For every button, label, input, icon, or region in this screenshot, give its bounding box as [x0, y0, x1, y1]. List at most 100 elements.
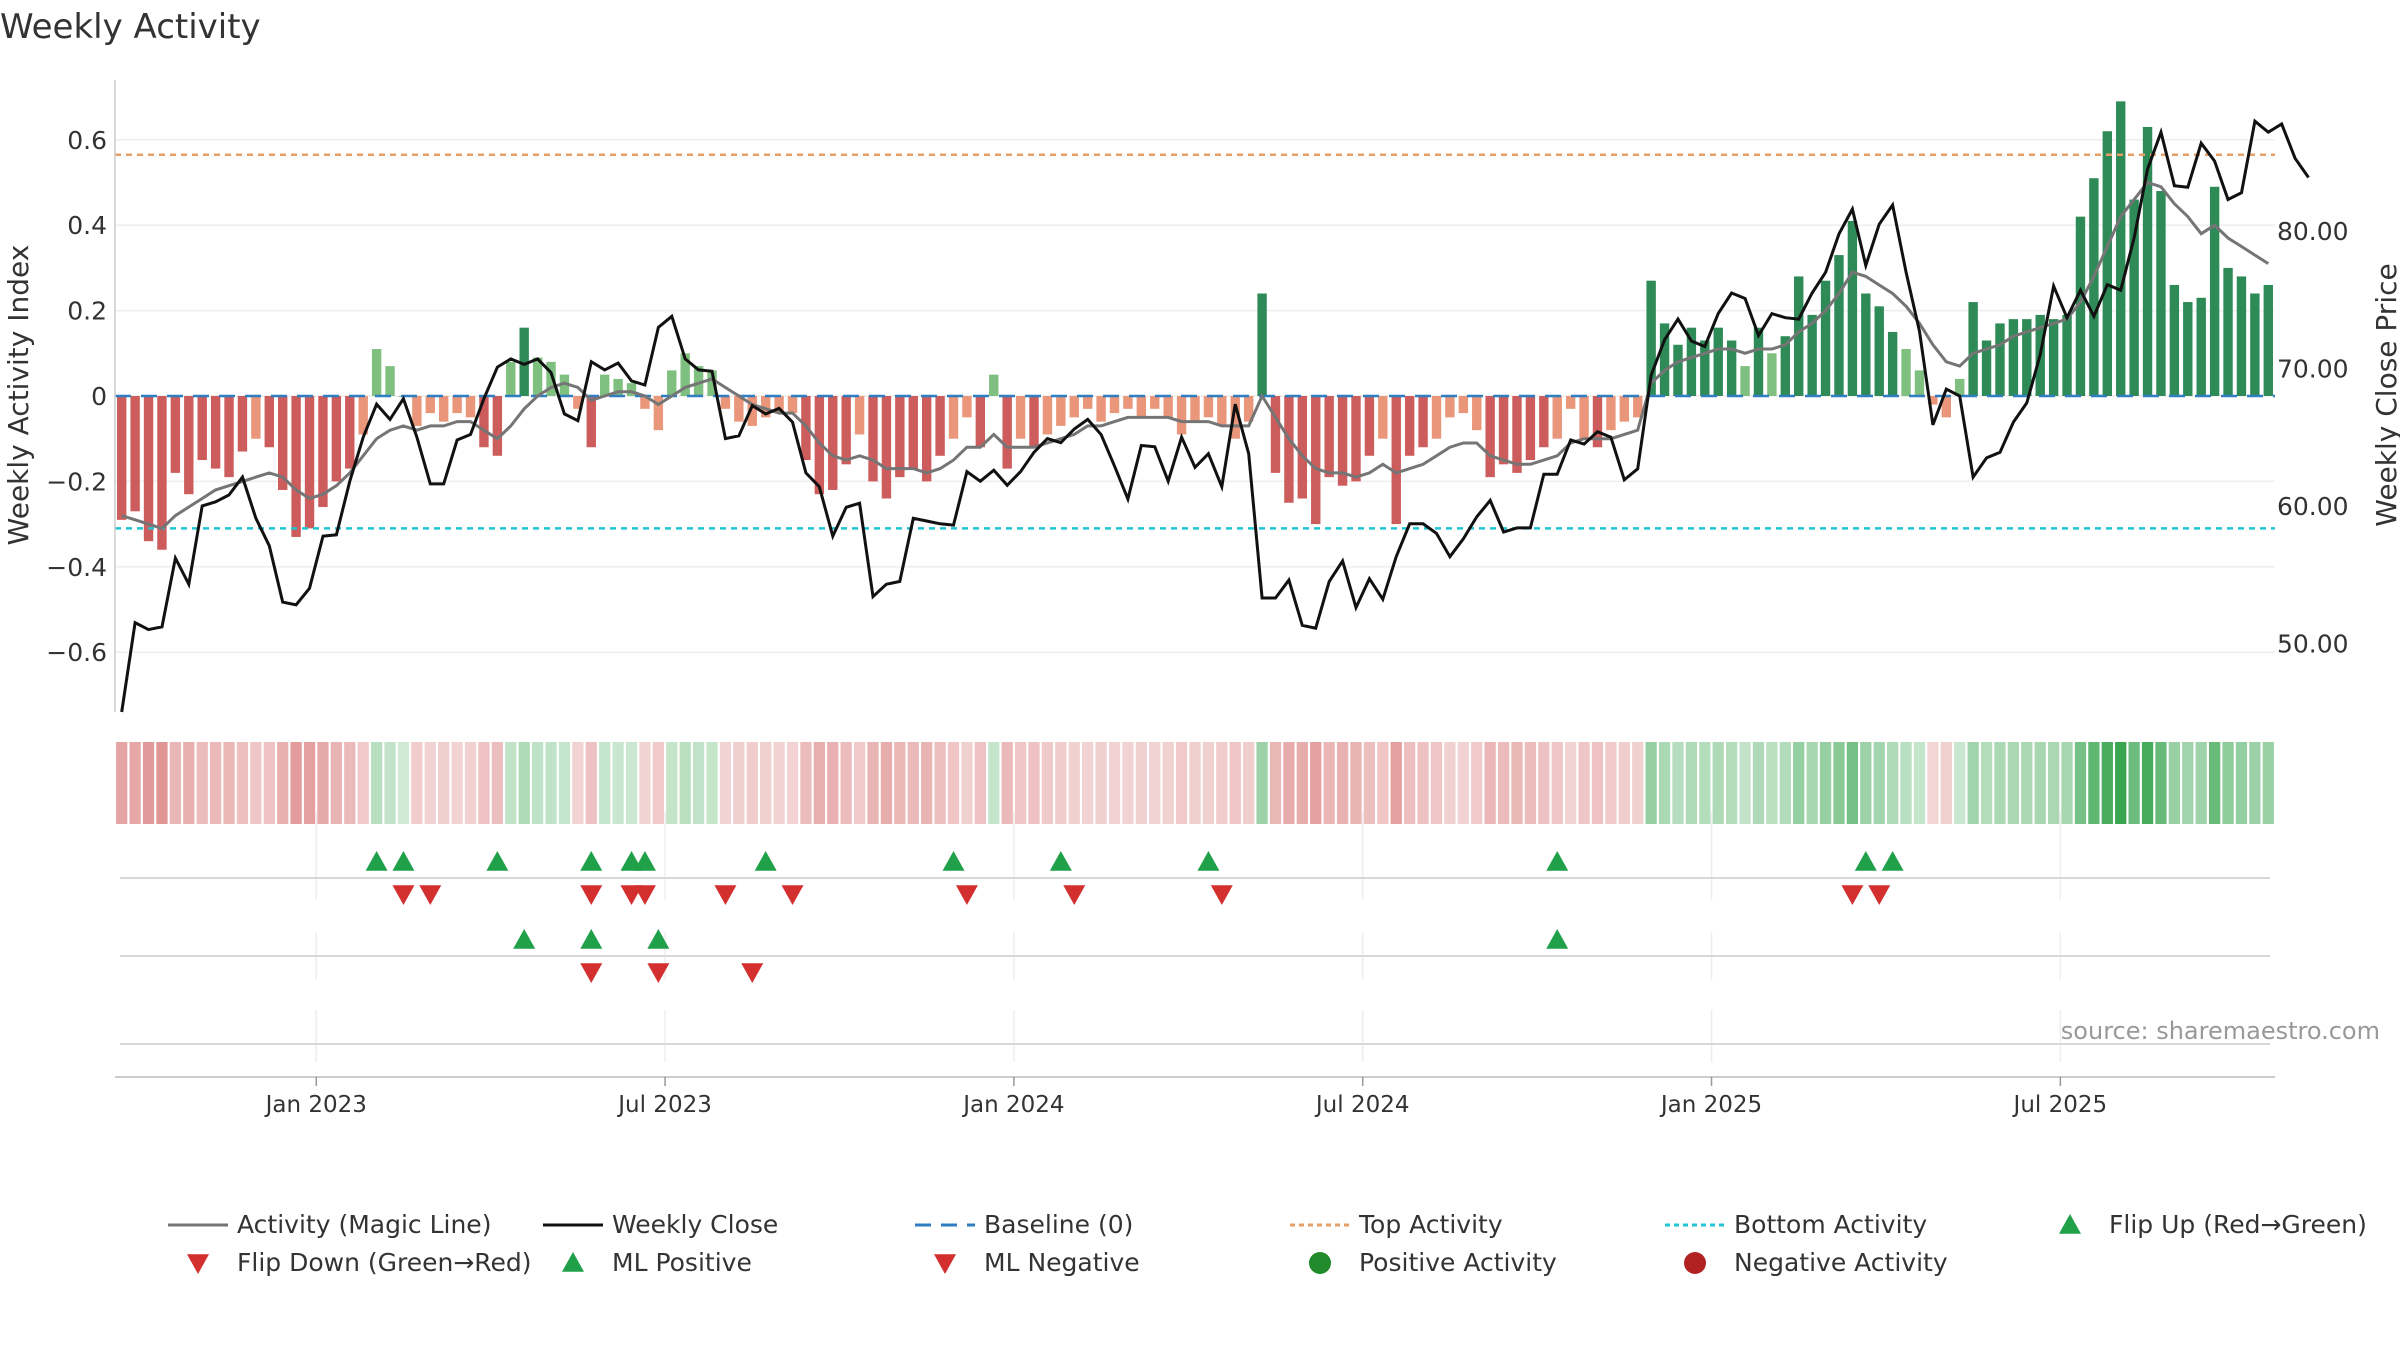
activity-bar	[1230, 396, 1240, 439]
heat-cell	[1524, 742, 1537, 824]
y-tick-left: −0.6	[46, 638, 107, 667]
activity-bar	[962, 396, 972, 418]
heat-cell	[438, 742, 450, 824]
heat-cell	[572, 742, 584, 824]
x-tick-label: Jul 2025	[2012, 1092, 2108, 1118]
activity-bar	[1123, 396, 1133, 409]
heat-cell	[1135, 742, 1147, 824]
heat-cell	[1739, 742, 1751, 824]
ml-positive-marker	[580, 929, 603, 949]
flip-down-marker	[1868, 885, 1891, 905]
activity-bar	[1364, 396, 1375, 456]
heat-cell	[505, 742, 517, 824]
heat-cell	[1618, 742, 1630, 824]
activity-bar	[1780, 336, 1791, 396]
activity-bar	[331, 396, 342, 482]
heat-cell	[518, 742, 530, 824]
heat-cell	[1444, 742, 1456, 824]
heat-cell	[1189, 742, 1201, 824]
heat-cell	[1913, 742, 1926, 824]
activity-bar	[385, 366, 395, 396]
heat-cell	[2074, 742, 2087, 824]
activity-bar	[747, 396, 757, 426]
activity-bar	[1337, 396, 1348, 486]
activity-bar	[1673, 344, 1683, 396]
heat-cell	[760, 742, 772, 824]
activity-bar	[1525, 396, 1536, 461]
heat-cell	[1175, 742, 1188, 824]
heat-cell	[1980, 742, 1993, 824]
heat-cell	[921, 742, 933, 824]
heat-cell	[2168, 742, 2181, 824]
activity-bar	[1096, 396, 1106, 422]
heat-cell	[370, 742, 383, 824]
heat-cell	[290, 742, 302, 824]
activity-bar	[117, 396, 127, 520]
heat-cell	[733, 742, 745, 824]
flip-down-marker	[392, 885, 415, 905]
y-tick-left: 0.2	[67, 297, 107, 326]
heat-cell	[1940, 742, 1952, 824]
flip-up-marker	[392, 851, 415, 871]
heat-cell	[639, 742, 651, 824]
heat-cell	[317, 742, 329, 824]
heat-cell	[1806, 742, 1818, 824]
activity-bar	[895, 396, 905, 478]
activity-bar	[1472, 396, 1482, 431]
activity-bar	[184, 396, 194, 495]
legend-label: Flip Up (Red→Green)	[2109, 1210, 2367, 1239]
heat-cell	[1565, 742, 1577, 824]
activity-bar	[2062, 314, 2072, 396]
activity-bar	[452, 396, 462, 414]
activity-bar	[1082, 396, 1093, 409]
activity-bar	[2183, 302, 2193, 396]
legend-marker-ml-negative	[934, 1254, 956, 1274]
heat-cell	[1779, 742, 1791, 824]
signal-markers	[120, 812, 2270, 1062]
heat-cell	[907, 742, 919, 824]
flip-up-marker	[580, 851, 603, 871]
heat-cell	[1819, 742, 1832, 824]
activity-bar	[224, 396, 234, 478]
heat-cell	[1846, 742, 1859, 824]
activity-bar	[1565, 396, 1576, 409]
heat-cell	[2235, 742, 2248, 824]
heat-cell	[666, 742, 678, 824]
heat-cell	[1484, 742, 1496, 824]
heat-cell	[478, 742, 490, 824]
activity-bar	[2022, 319, 2032, 396]
activity-bar	[1458, 396, 1469, 414]
legend-label: Activity (Magic Line)	[237, 1210, 491, 1239]
activity-bar	[935, 396, 945, 456]
activity-bar	[412, 396, 422, 426]
heat-cell	[2115, 742, 2127, 824]
activity-bar	[2209, 186, 2220, 396]
flip-up-marker	[1854, 851, 1877, 871]
legend-marker-flip-down-green-red	[187, 1254, 209, 1274]
activity-bar	[868, 396, 878, 482]
heat-cell	[2034, 742, 2046, 824]
heat-cell	[706, 742, 718, 824]
heat-cell	[209, 742, 222, 824]
activity-bar	[425, 396, 435, 414]
activity-bar	[1270, 396, 1281, 473]
activity-bar	[1740, 366, 1750, 396]
activity-bar	[1109, 396, 1120, 414]
activity-bar	[291, 396, 301, 537]
heat-cell	[1336, 742, 1349, 824]
activity-bar	[2236, 276, 2247, 396]
activity-bar	[2129, 199, 2139, 396]
activity-bar	[143, 396, 154, 542]
y-tick-right: 80.00	[2277, 217, 2349, 246]
heat-cell	[2208, 742, 2221, 824]
activity-bar	[1190, 396, 1200, 422]
activity-bar	[278, 396, 288, 490]
activity-bar	[720, 396, 731, 409]
heat-cell	[1752, 742, 1765, 824]
activity-bar	[358, 396, 368, 435]
heat-cell	[129, 742, 141, 824]
activity-bar	[1056, 396, 1066, 426]
activity-bar	[693, 366, 704, 396]
heat-cell	[1350, 742, 1362, 824]
activity-bar	[1807, 314, 1817, 396]
